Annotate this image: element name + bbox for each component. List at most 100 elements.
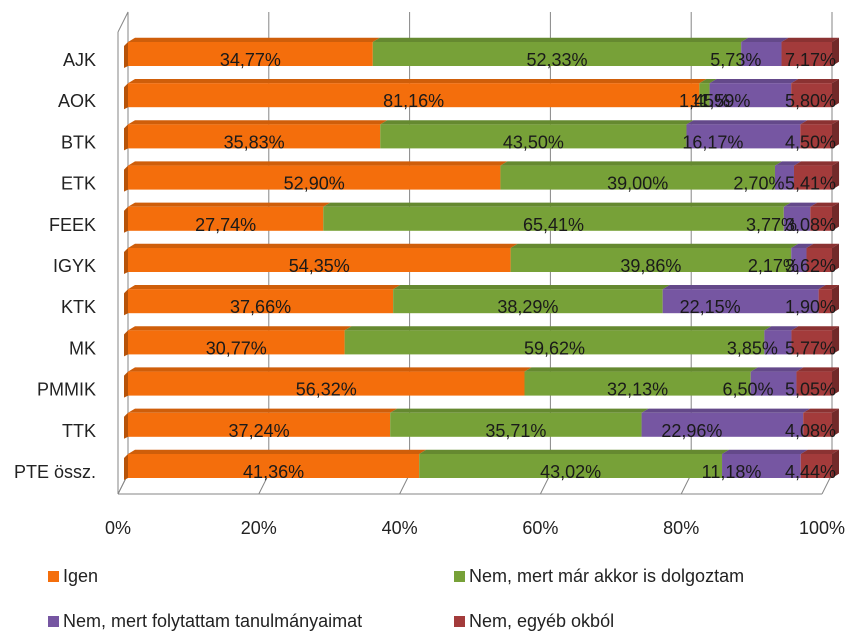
bar-top-aok-1 — [699, 79, 717, 84]
bar-segment-ktk-nem-egyeb-okbol — [818, 289, 832, 314]
bar-segment-etk-igen — [128, 165, 501, 190]
legend-label-nem-dolgoztam: Nem, mert már akkor is dolgoztam — [469, 566, 745, 586]
bar-left-mk — [124, 330, 128, 357]
data-label-ajk-3: 7,17% — [785, 50, 836, 70]
data-label-feek-3: 3,08% — [785, 215, 836, 235]
bar-segment-ttk-nem-mert-folytattam-tanulmanyaimat — [641, 412, 804, 437]
data-label-aok-0: 81,16% — [383, 91, 444, 111]
data-label-ktk-1: 38,29% — [497, 297, 558, 317]
data-label-pte-ossz-1: 43,02% — [540, 462, 601, 482]
bar-top-pmmik-3 — [796, 367, 839, 372]
data-label-ajk-2: 5,73% — [710, 50, 761, 70]
category-label-ktk: KTK — [61, 297, 96, 317]
bar-left-aok — [124, 83, 128, 110]
category-label-btk: BTK — [61, 132, 96, 152]
data-label-aok-1: 1,45% — [679, 91, 730, 111]
bar-top-pmmik-2 — [750, 367, 804, 372]
bar-side-feek — [832, 202, 839, 231]
legend-item-nem-dolgoztam: Nem, mert már akkor is dolgoztam — [454, 566, 744, 587]
bar-top-mk-3 — [791, 326, 840, 331]
x-tick-label: 100% — [799, 518, 845, 538]
bar-segment-etk-nem-mert-mar-akkor-is-dolgoztam — [500, 165, 775, 190]
bar-top-ktk-2 — [662, 285, 826, 290]
bar-segment-btk-nem-mert-folytattam-tanulmanyaimat — [686, 124, 801, 149]
category-label-etk: ETK — [61, 174, 96, 194]
x-tick-label: 60% — [522, 518, 558, 538]
bar-segment-ktk-nem-mert-folytattam-tanulmanyaimat — [662, 289, 819, 314]
category-label-pte-ossz: PTE össz. — [14, 462, 96, 482]
bar-segment-pmmik-nem-egyeb-okbol — [796, 371, 832, 396]
data-label-igyk-0: 54,35% — [289, 256, 350, 276]
data-label-igyk-3: 3,62% — [785, 256, 836, 276]
bar-top-feek-1 — [323, 202, 791, 207]
data-label-feek-2: 3,77% — [746, 215, 797, 235]
data-label-pmmik-3: 5,05% — [785, 380, 836, 400]
bar-segment-etk-nem-mert-folytattam-tanulmanyaimat — [774, 165, 794, 190]
bar-left-pmmik — [124, 371, 128, 398]
bar-top-mk-0 — [128, 326, 352, 331]
bar-top-aok-2 — [709, 79, 799, 84]
bar-top-ktk-0 — [128, 285, 401, 290]
bar-segment-ttk-igen — [128, 412, 391, 437]
bar-segment-aok-nem-mert-mar-akkor-is-dolgoztam — [699, 83, 710, 108]
bar-left-igyk — [124, 248, 128, 274]
legend-item-igen: Igen — [48, 566, 98, 587]
data-label-mk-0: 30,77% — [206, 338, 267, 358]
bar-top-ttk-3 — [803, 408, 839, 413]
bar-top-igyk-3 — [806, 243, 839, 248]
data-label-pmmik-0: 56,32% — [296, 380, 357, 400]
x-tick-label: 80% — [663, 518, 699, 538]
bar-segment-igyk-nem-egyeb-okbol — [806, 248, 832, 272]
bar-top-etk-3 — [793, 161, 840, 166]
data-label-etk-0: 52,90% — [284, 174, 345, 194]
bar-top-ajk-0 — [128, 37, 380, 42]
bar-top-ajk-2 — [741, 37, 789, 42]
bar-side-etk — [832, 161, 840, 190]
bar-top-ajk-1 — [372, 37, 749, 42]
stacked-bar-chart: 0% 20% 40% 60% 80% 100% AJK AOK BTK ETK FEEK IGYK KT… — [14, 11, 845, 538]
data-label-pte-ossz-2: 11,18% — [702, 462, 762, 482]
data-label-igyk-2: 2,17% — [748, 256, 799, 276]
bar-top-etk-1 — [500, 161, 782, 166]
category-label-aok: AOK — [58, 91, 96, 111]
bar-top-ajk-3 — [781, 37, 839, 42]
bar-segment-pte-ossz-nem-mert-mar-akkor-is-dolgoztam — [419, 454, 723, 478]
data-label-pmmik-1: 32,13% — [607, 380, 668, 400]
bar-top-mk-1 — [344, 326, 772, 331]
bar-top-btk-1 — [380, 120, 694, 125]
bar-segment-mk-nem-mert-mar-akkor-is-dolgoztam — [344, 330, 765, 355]
bar-segment-pte-ossz-nem-mert-folytattam-tanulmanyaimat — [722, 454, 801, 478]
bar-top-pmmik-0 — [128, 367, 532, 372]
bar-segment-ktk-igen — [128, 289, 394, 314]
bar-top-feek-0 — [128, 202, 331, 207]
data-label-btk-0: 35,83% — [224, 132, 285, 152]
bar-segment-ajk-nem-mert-folytattam-tanulmanyaimat — [741, 42, 782, 66]
legend-label-nem-egyeb: Nem, egyéb okból — [469, 611, 615, 631]
bar-left-ajk — [124, 42, 128, 68]
data-label-btk-1: 43,50% — [503, 132, 564, 152]
bar-top-btk-3 — [800, 120, 839, 125]
x-tick-label: 0% — [105, 518, 131, 538]
data-label-aok-3: 5,80% — [785, 91, 836, 111]
bar-top-etk-2 — [774, 161, 801, 166]
bar-segment-feek-igen — [128, 206, 324, 231]
data-label-ktk-2: 22,15% — [680, 297, 741, 317]
legend-label-nem-tanulmanyaimat: Nem, mert folytattam tanulmányaimat — [63, 611, 363, 631]
data-label-feek-0: 27,74% — [195, 215, 256, 235]
category-label-pmmik: PMMIK — [37, 380, 96, 400]
bar-top-igyk-2 — [791, 243, 814, 248]
bar-top-ktk-3 — [818, 285, 839, 290]
bar-top-pte-ossz-3 — [800, 449, 839, 454]
bar-segment-aok-nem-mert-folytattam-tanulmanyaimat — [709, 83, 792, 108]
data-label-igyk-1: 39,86% — [620, 256, 681, 276]
data-label-feek-1: 65,41% — [523, 215, 584, 235]
data-label-ajk-1: 52,33% — [526, 50, 587, 70]
bar-top-pte-ossz-1 — [419, 449, 730, 454]
bar-segment-pmmik-nem-mert-folytattam-tanulmanyaimat — [750, 371, 797, 396]
legend-swatch-nem-tanulmanyaimat — [48, 616, 59, 627]
category-label-ttk: TTK — [62, 421, 96, 441]
bar-top-feek-3 — [810, 202, 839, 207]
bar-side-ttk — [831, 408, 839, 437]
bar-top-pmmik-1 — [524, 367, 758, 372]
bar-side-aok — [832, 79, 839, 108]
